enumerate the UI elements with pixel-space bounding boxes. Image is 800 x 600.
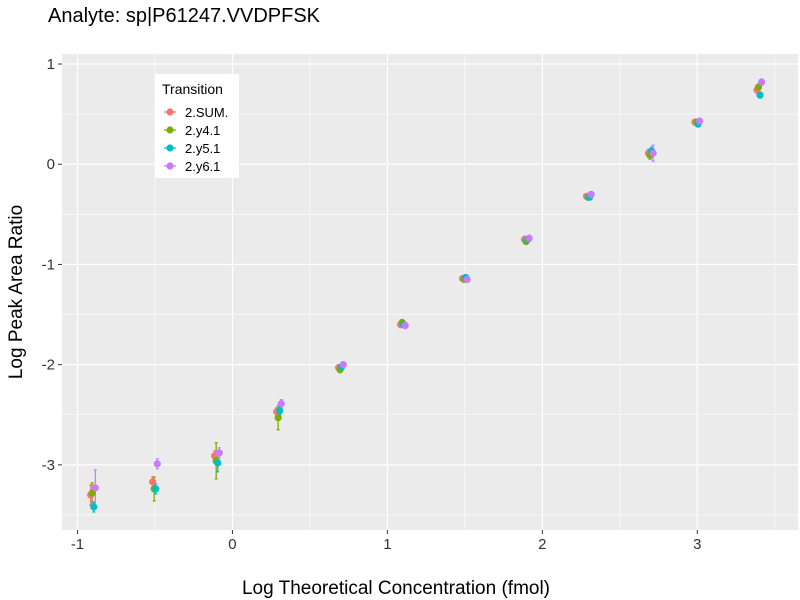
legend-title: Transition [162,81,223,97]
legend-entry-label: 2.SUM. [185,105,228,120]
x-tick-label: 2 [538,536,546,553]
y-tick-label: 1 [47,56,55,73]
data-point-2-y6-1 [525,234,533,242]
data-point-2-y6-1 [757,78,766,86]
x-tick-label: 0 [228,536,236,553]
legend-key-point [166,162,174,170]
data-points [87,78,766,511]
data-point-2-y5-1 [90,503,98,511]
legend-entry-label: 2.y4.1 [185,123,220,138]
data-point-2-y6-1 [696,117,704,125]
grid-major [62,54,798,530]
data-point-2-y6-1 [277,400,285,408]
data-point-2-sum [149,478,157,486]
y-axis-title: Log Peak Area Ratio [6,205,27,379]
data-point-2-y5-1 [152,485,160,493]
y-tick-label: -1 [42,256,55,273]
legend-key-point [166,144,174,152]
x-tick-label: 1 [383,536,391,553]
y-tick-labels: -3 -2 -1 0 1 [42,56,55,474]
y-tick-label: 0 [47,156,55,173]
legend-entry-label: 2.y5.1 [185,141,220,156]
data-point-2-y6-1 [649,149,657,157]
data-point-2-y6-1 [339,361,347,369]
data-point-2-y6-1 [401,321,409,330]
legend-entry-label: 2.y6.1 [185,159,220,174]
data-point-2-y5-1 [756,91,764,99]
legend-box [155,74,239,178]
grid-minor [62,54,798,530]
chart-title: Analyte: sp|P61247.VVDPFSK [48,5,321,27]
data-point-2-y6-1 [587,190,595,198]
axis-ticks [58,63,698,534]
x-tick-labels: -1 0 1 2 3 [71,536,702,553]
x-axis-title: Log Theoretical Concentration (fmol) [242,578,550,599]
x-tick-label: 3 [693,536,701,553]
data-point-2-y6-1 [153,460,161,468]
legend: Transition 2.SUM. 2.y4.1 2.y5.1 2.y6.1 [155,74,239,178]
legend-key-point [166,108,174,116]
data-point-2-y6-1 [215,449,223,457]
data-point-2-y4-1 [274,414,282,422]
legend-key-point [166,126,174,134]
y-tick-label: -2 [42,357,55,374]
data-point-2-y5-1 [276,407,284,415]
data-point-2-y6-1 [91,484,99,492]
y-tick-label: -3 [42,457,55,474]
data-point-2-y6-1 [463,275,471,284]
legend-items: 2.SUM. 2.y4.1 2.y5.1 2.y6.1 [164,105,228,174]
data-point-2-y5-1 [214,459,222,467]
x-tick-label: -1 [71,536,84,553]
